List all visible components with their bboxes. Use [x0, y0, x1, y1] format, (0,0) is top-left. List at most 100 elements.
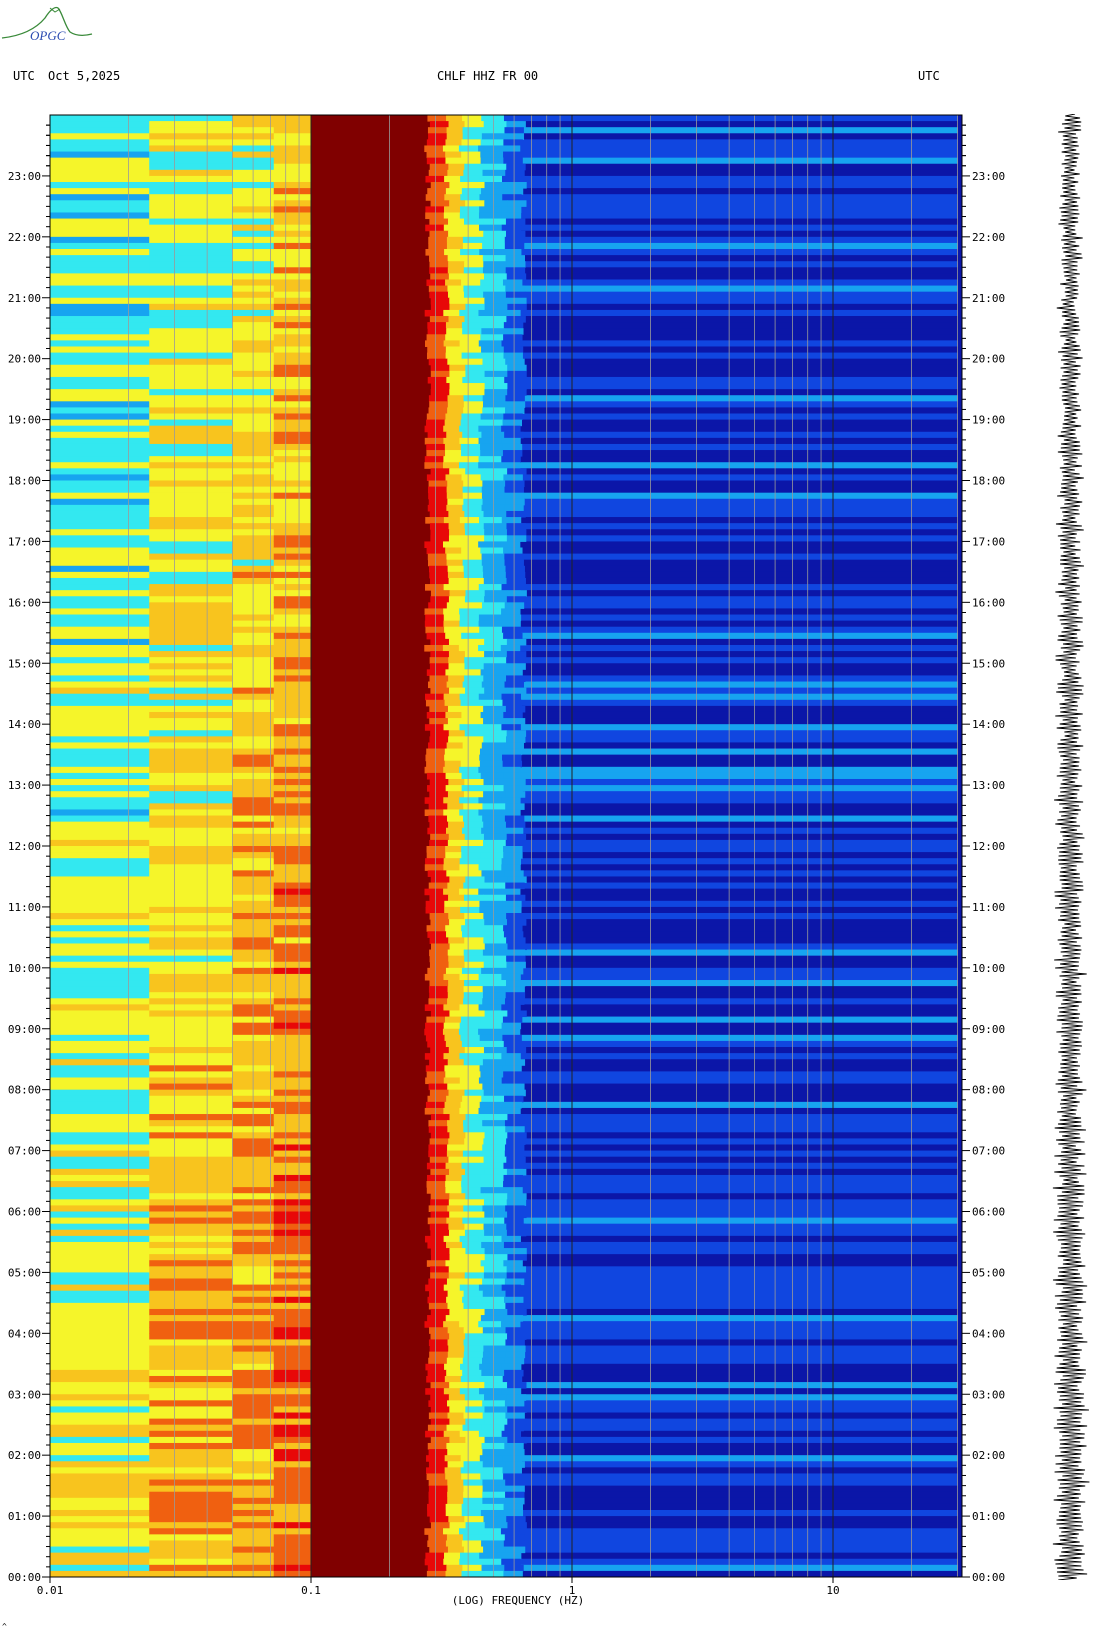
spectrogram-cell — [50, 115, 150, 122]
spectrogram-cell — [514, 626, 959, 634]
spectrogram-cell — [514, 1101, 959, 1109]
spectrogram-cell — [501, 437, 521, 445]
spectrogram-cell — [273, 1509, 312, 1517]
spectrogram-cell — [426, 632, 446, 640]
spectrogram-cell — [50, 949, 150, 957]
spectrogram-cell — [447, 1400, 464, 1407]
spectrogram-cell — [311, 553, 437, 561]
spectrogram-cell — [480, 1187, 504, 1194]
spectrogram-cell — [449, 1132, 466, 1139]
spectrogram-cell — [514, 669, 959, 676]
spectrogram-cell — [448, 913, 465, 920]
spectrogram-cell — [273, 815, 312, 823]
spectrogram-cell — [464, 261, 484, 268]
spectrogram-cell — [311, 1509, 437, 1517]
spectrogram-cell — [444, 1034, 462, 1042]
spectrogram-cell — [447, 1120, 464, 1127]
spectrogram-cell — [273, 864, 312, 871]
spectrogram-cell — [514, 925, 959, 932]
spectrogram-cell — [484, 651, 508, 658]
spectrogram-cell — [273, 1168, 312, 1176]
spectrogram-cell — [514, 724, 959, 731]
opgc-logo: OPGC — [1, 6, 93, 43]
spectrogram-cell — [482, 1491, 506, 1499]
spectrogram-cell — [504, 1278, 525, 1286]
spectrogram-cell — [447, 1491, 464, 1499]
spectrogram-cell — [481, 1095, 505, 1103]
spectrogram-cell — [446, 1296, 463, 1304]
spectrogram-cell — [311, 1053, 437, 1060]
spectrogram-cell — [311, 730, 437, 737]
spectrogram-cell — [447, 1327, 465, 1334]
spectrogram-cell — [514, 517, 959, 524]
spectrogram-cell — [463, 395, 484, 402]
spectrogram-cell — [149, 1302, 233, 1310]
spectrogram-cell — [149, 571, 233, 579]
spectrogram-cell — [463, 1491, 483, 1499]
spectrogram-cell — [514, 273, 959, 280]
spectrogram-cell — [514, 456, 959, 463]
spectrogram-cell — [273, 395, 312, 402]
spectrogram-cell — [273, 1540, 312, 1548]
spectrogram-cell — [464, 730, 485, 737]
spectrogram-cell — [273, 242, 312, 250]
spectrogram-cell — [427, 346, 447, 354]
spectrogram-cell — [502, 760, 523, 768]
spectrogram-cell — [480, 157, 504, 165]
spectrogram-cell — [478, 1107, 502, 1115]
spectrogram-cell — [149, 1375, 233, 1383]
y-tick-label-right: 05:00 — [972, 1266, 1005, 1279]
spectrogram-cell — [149, 133, 233, 140]
spectrogram-cell — [447, 1059, 465, 1066]
spectrogram-cell — [460, 443, 481, 451]
spectrogram-cell — [506, 535, 527, 542]
spectrogram-cell — [149, 1040, 233, 1048]
spectrogram-cell — [446, 1278, 464, 1286]
spectrogram-cell — [514, 1315, 959, 1322]
spectrogram-cell — [427, 1509, 447, 1517]
spectrogram-cell — [273, 1065, 312, 1072]
spectrogram-cell — [273, 352, 312, 360]
spectrogram-cell — [50, 431, 150, 439]
spectrogram-cell — [149, 888, 233, 896]
spectrogram-cell — [50, 638, 150, 646]
spectrogram-cell — [311, 1503, 437, 1511]
spectrogram-cell — [273, 1534, 312, 1541]
spectrogram-cell — [465, 1248, 486, 1255]
spectrogram-cell — [149, 1406, 233, 1414]
spectrogram-cell — [506, 121, 526, 128]
spectrogram-cell — [514, 1022, 959, 1030]
spectrogram-cell — [445, 450, 462, 457]
spectrogram-cell — [500, 541, 521, 549]
spectrogram-cell — [311, 242, 437, 250]
spectrogram-cell — [465, 943, 486, 951]
spectrogram-cell — [50, 687, 150, 695]
spectrogram-cell — [514, 730, 959, 737]
spectrogram-cell — [463, 1339, 484, 1347]
spectrogram-cell — [445, 1570, 463, 1578]
spectrogram-cell — [424, 437, 444, 445]
spectrogram-cell — [429, 980, 449, 987]
spectrogram-cell — [426, 413, 446, 421]
spectrogram-cell — [50, 705, 150, 713]
spectrogram-cell — [514, 772, 959, 780]
spectrogram-cell — [443, 456, 460, 463]
spectrogram-cell — [464, 1516, 484, 1523]
spectrogram-cell — [514, 169, 959, 177]
spectrogram-cell — [461, 846, 481, 853]
spectrogram-cell — [448, 230, 465, 238]
spectrogram-cell — [464, 523, 485, 530]
spectrogram-cell — [273, 1400, 312, 1407]
spectrogram-cell — [149, 1534, 233, 1541]
spectrogram-cell — [480, 139, 504, 146]
spectrogram-cell — [149, 651, 233, 658]
spectrogram-cell — [514, 1345, 959, 1353]
spectrogram-cell — [480, 334, 504, 341]
spectrogram-cell — [311, 1040, 437, 1048]
spectrogram-cell — [514, 1564, 959, 1572]
spectrogram-cell — [50, 1296, 150, 1304]
y-tick-label-left: 20:00 — [8, 353, 41, 366]
spectrogram-cell — [514, 163, 959, 171]
spectrogram-cell — [446, 931, 463, 938]
spectrogram-cell — [424, 1558, 444, 1566]
